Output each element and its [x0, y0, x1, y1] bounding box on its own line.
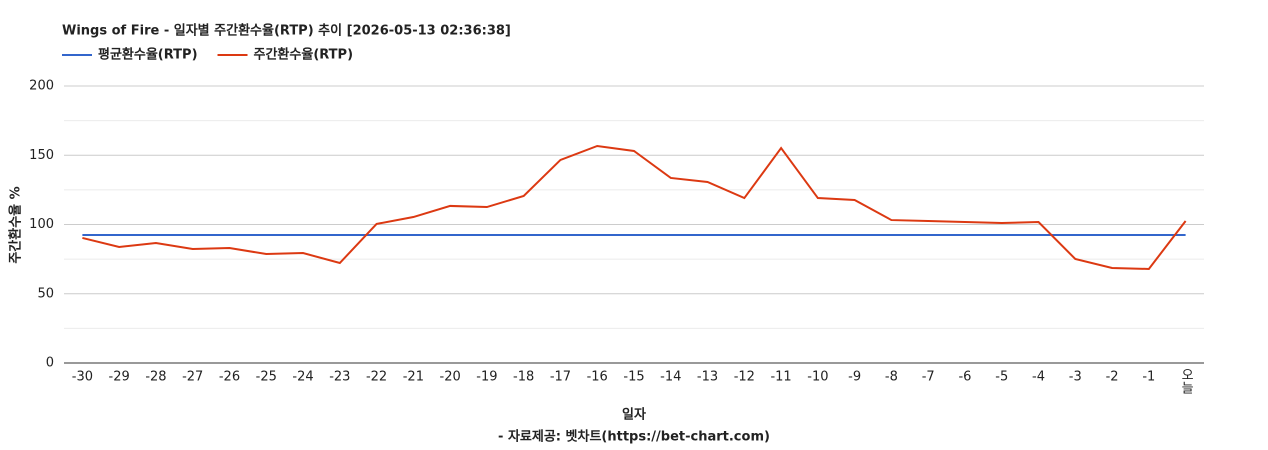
y-tick-label: 100: [29, 217, 54, 232]
x-tick-label: -16: [587, 370, 608, 385]
x-tick-label: -7: [922, 370, 935, 385]
chart-title: Wings of Fire - 일자별 주간환수율(RTP) 추이 [2026-…: [62, 23, 511, 39]
x-tick-label: -21: [403, 370, 424, 385]
x-tick-label: -14: [660, 370, 681, 385]
x-tick-label: -27: [182, 370, 203, 385]
x-tick-label: -5: [995, 370, 1008, 385]
x-tick-label: -25: [256, 370, 277, 385]
x-tick-label: -22: [366, 370, 387, 385]
x-tick-label: -2: [1106, 370, 1119, 385]
x-tick-label: -8: [885, 370, 898, 385]
y-axis-label: 주간환수율 %: [8, 186, 24, 263]
x-tick-label: -20: [440, 370, 461, 385]
y-tick-label: 50: [37, 286, 54, 301]
x-tick-label: -23: [329, 370, 350, 385]
legend-label: 주간환수율(RTP): [254, 47, 354, 63]
x-tick-label: -26: [219, 370, 240, 385]
x-tick-label: -11: [770, 370, 791, 385]
x-tick-label: -6: [958, 370, 971, 385]
x-tick-label: -13: [697, 370, 718, 385]
x-tick-label: -30: [72, 370, 93, 385]
x-tick-label: -18: [513, 370, 534, 385]
x-tick-label: -12: [734, 370, 755, 385]
y-tick-label: 200: [29, 79, 54, 94]
x-tick-label: -19: [476, 370, 497, 385]
x-tick-label: -29: [109, 370, 130, 385]
x-tick-label: -17: [550, 370, 571, 385]
x-tick-label: -15: [623, 370, 644, 385]
series-line: [82, 144, 1187, 270]
legend-label: 평균환수율(RTP): [98, 47, 198, 63]
x-tick-label: -9: [848, 370, 861, 385]
x-tick-label: 오늘: [1178, 368, 1193, 394]
x-tick-label: -3: [1069, 370, 1082, 385]
x-tick-label: -10: [807, 370, 828, 385]
source-note: - 자료제공: 벳차트(https://bet-chart.com): [498, 429, 770, 445]
y-tick-label: 0: [46, 356, 54, 371]
y-tick-label: 150: [29, 148, 54, 163]
x-tick-label: -24: [292, 370, 313, 385]
x-tick-label: -1: [1142, 370, 1155, 385]
x-axis-label: 일자: [622, 408, 646, 423]
x-tick-label: -28: [145, 370, 166, 385]
x-tick-label: -4: [1032, 370, 1045, 385]
